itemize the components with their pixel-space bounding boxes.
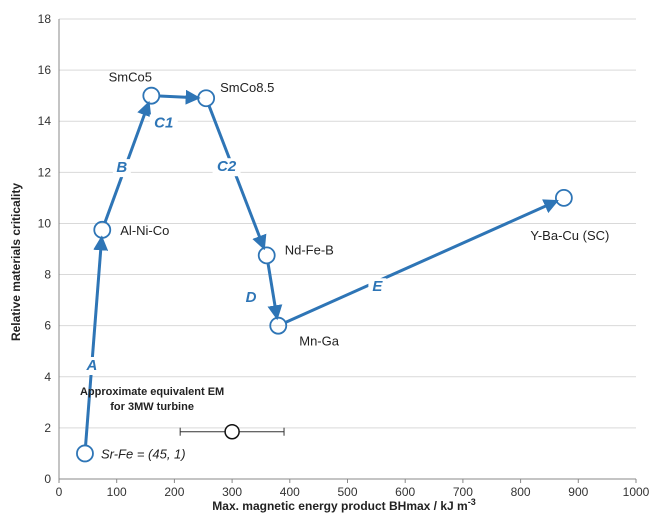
marker-Nd-Fe-B <box>257 246 276 265</box>
segment-C2 <box>207 105 267 251</box>
y-tick-label-4: 4 <box>44 370 51 384</box>
segment-label-bg-B <box>112 159 131 178</box>
segment-label-B: B <box>116 159 127 176</box>
x-tick-label-500: 500 <box>337 485 357 499</box>
x-tick-label-200: 200 <box>164 485 184 499</box>
point-label-SmCo8.5: SmCo8.5 <box>220 80 274 95</box>
x-tick-label-1000: 1000 <box>623 485 650 499</box>
segment-label-C1: C1 <box>154 114 173 131</box>
x-tick-label-900: 900 <box>568 485 588 499</box>
point-label-Al-Ni-Co: Al-Ni-Co <box>120 223 169 238</box>
x-axis-title: Max. magnetic energy product BHmax / kJ … <box>212 497 475 513</box>
em-marker <box>224 423 240 440</box>
x-tick-label-800: 800 <box>511 485 531 499</box>
point-labels: A B C1 C2 D E Sr-Fe = (45, 1) Al-Ni-Co SmCo5 SmCo… <box>82 70 609 461</box>
segment-E <box>284 199 559 324</box>
x-tick-label-400: 400 <box>280 485 300 499</box>
point-label-Nd-Fe-B: Nd-Fe-B <box>285 242 334 257</box>
segment-label-bg-C1 <box>149 114 178 133</box>
x-tick-label-0: 0 <box>56 485 63 499</box>
point-label-SmCo5: SmCo5 <box>109 70 152 85</box>
x-tick-label-700: 700 <box>453 485 473 499</box>
segment-label-bg-C2 <box>212 158 241 177</box>
point-label-Mn-Ga: Mn-Ga <box>299 334 340 349</box>
segment-label-E: E <box>372 278 383 295</box>
x-tick-label-300: 300 <box>222 485 242 499</box>
x-tick-label-100: 100 <box>107 485 127 499</box>
y-tick-label-8: 8 <box>44 268 51 282</box>
segment-label-A: A <box>85 357 97 374</box>
em-label-line1: Approximate equivalent EM <box>80 386 224 398</box>
y-tick-label-0: 0 <box>44 472 51 486</box>
segment-D <box>266 263 283 321</box>
segment-A <box>84 235 109 446</box>
segment-label-bg-D <box>242 289 261 308</box>
y-tick-label-2: 2 <box>44 421 51 435</box>
y-tick-label-14: 14 <box>38 114 52 128</box>
segment-label-C2: C2 <box>217 158 237 175</box>
em-annotation: Approximate equivalent EM for 3MW turbine <box>80 386 285 440</box>
x-axis-title-main: Max. magnetic energy product BHmax / kJ … <box>212 499 467 513</box>
marker-Y-Ba-Cu (SC) <box>554 188 573 207</box>
marker-Mn-Ga <box>269 316 288 335</box>
point-label-Y-Ba-Cu (SC): Y-Ba-Cu (SC) <box>530 228 609 243</box>
data-series <box>76 86 573 463</box>
y-axis-title: Relative materials criticality <box>9 183 23 341</box>
segment-C1 <box>159 89 201 105</box>
x-tick-label-600: 600 <box>395 485 415 499</box>
segment-label-D: D <box>246 289 257 306</box>
em-label-line2: for 3MW turbine <box>110 401 194 413</box>
axes <box>58 19 637 483</box>
segment-label-bg-A <box>82 357 101 375</box>
marker-Al-Ni-Co <box>93 220 112 239</box>
y-tick-label-10: 10 <box>38 216 52 230</box>
x-axis-title-superscript: -3 <box>468 497 476 507</box>
y-tick-label-16: 16 <box>38 63 52 77</box>
y-tick-label-12: 12 <box>38 165 52 179</box>
y-tick-label-6: 6 <box>44 319 51 333</box>
point-label-Sr-Fe: Sr-Fe = (45, 1) <box>101 446 186 461</box>
marker-SmCo5 <box>142 86 161 105</box>
tick-labels: 0 2 4 6 8 10 12 14 16 18 0 100 200 300 400 500 600 700 800… <box>38 12 650 499</box>
marker-Sr-Fe <box>76 444 94 463</box>
segment-label-bg-E <box>368 278 387 297</box>
y-tick-label-18: 18 <box>38 12 52 26</box>
marker-SmCo8.5 <box>197 89 216 108</box>
